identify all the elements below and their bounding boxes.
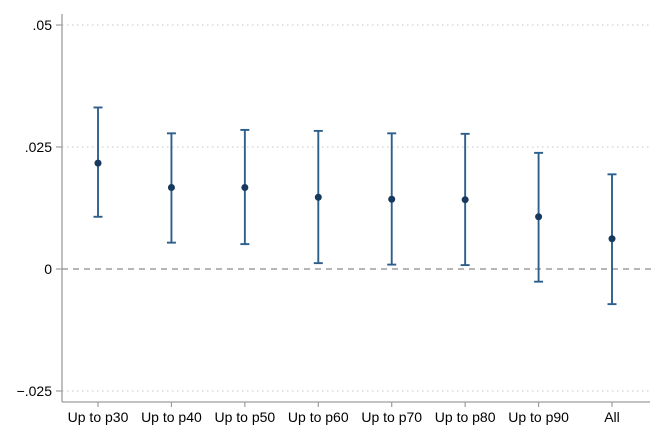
y-tick-label: 0 [44, 261, 52, 277]
point-marker [314, 193, 322, 201]
point-marker [461, 196, 469, 204]
x-tick-label: All [604, 409, 620, 425]
x-tick-label: Up to p70 [361, 409, 422, 425]
point-marker [608, 235, 616, 243]
x-tick-label: Up to p80 [435, 409, 496, 425]
point-marker [94, 159, 102, 167]
y-tick-label: .025 [25, 139, 52, 155]
point-marker [167, 184, 175, 192]
x-tick-label: Up to p90 [508, 409, 569, 425]
point-marker [535, 213, 543, 221]
y-tick-label: .05 [33, 17, 53, 33]
x-tick-label: Up to p60 [288, 409, 349, 425]
point-marker [388, 195, 396, 203]
x-tick-label: Up to p40 [141, 409, 202, 425]
x-tick-label: Up to p30 [68, 409, 129, 425]
point-marker [241, 184, 249, 192]
x-tick-label: Up to p50 [215, 409, 276, 425]
y-tick-label: −.025 [17, 383, 53, 399]
